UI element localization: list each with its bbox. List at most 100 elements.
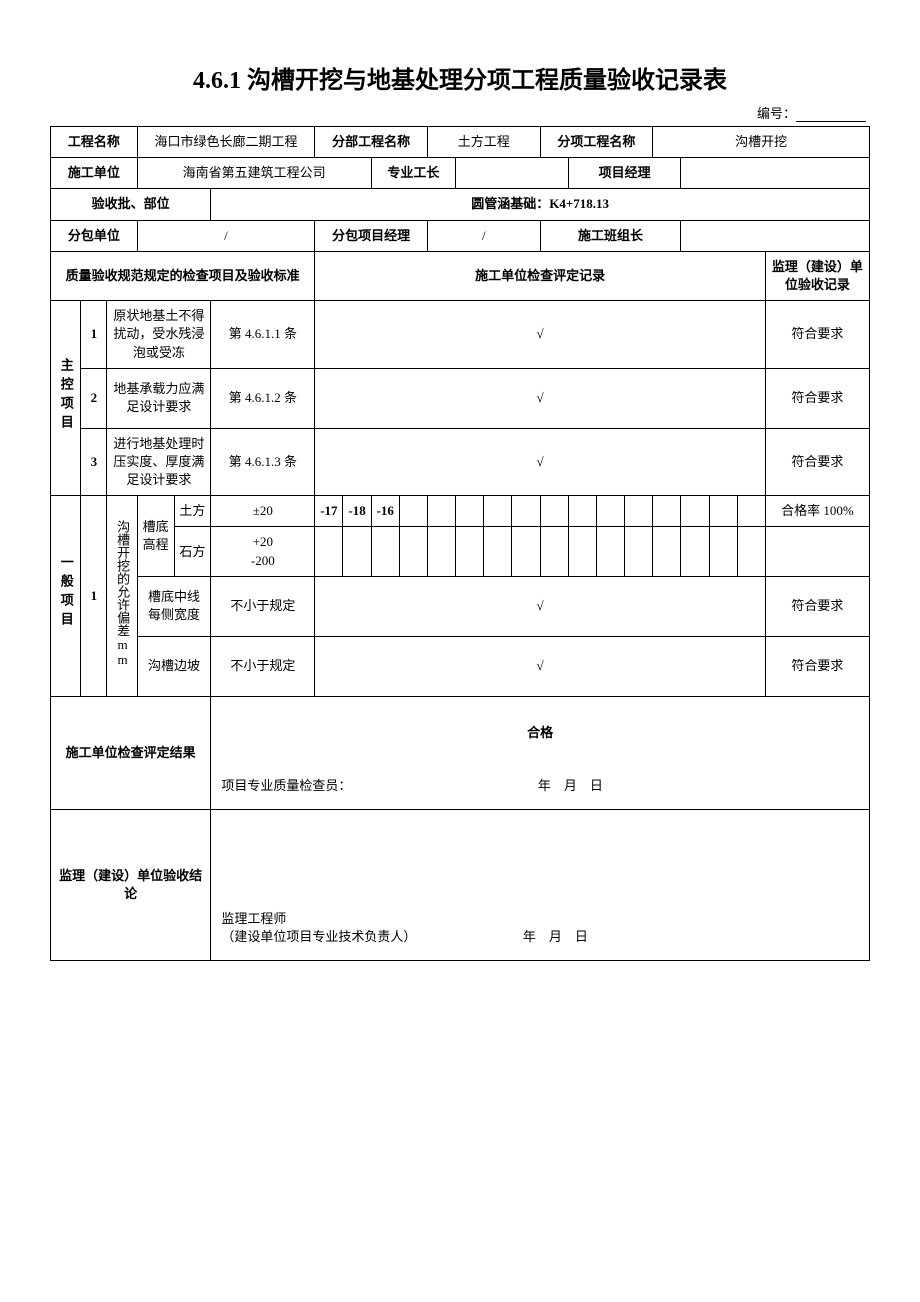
general-row: 槽底中线每侧宽度 不小于规定 √ 符合要求 — [51, 576, 870, 636]
val-cell — [568, 496, 596, 527]
val-cell — [540, 496, 568, 527]
val-cell — [568, 527, 596, 576]
constr-sign-label: 项目专业质量检查员： — [221, 778, 351, 793]
val-cell — [737, 496, 765, 527]
sub-pm: / — [427, 220, 540, 251]
val-cell — [625, 496, 653, 527]
val-cell — [709, 496, 737, 527]
val-cell — [427, 527, 455, 576]
serial-number: 编号： — [50, 103, 870, 122]
sub-unit-label: 分包单位 — [51, 220, 138, 251]
sub-unit: / — [137, 220, 315, 251]
general-row: 一般项目 1 沟槽开挖的允许偏差mm 槽底高程 土方 ±20 -17 -18 -… — [51, 496, 870, 527]
val-cell — [399, 527, 427, 576]
main-item-result: 符合要求 — [765, 301, 869, 369]
header-row-3: 验收批、部位 圆管涵基础：K4+718.13 — [51, 189, 870, 220]
project-name: 海口市绿色长廊二期工程 — [137, 127, 315, 158]
val-cell — [512, 496, 540, 527]
date-year: 年 — [523, 929, 536, 944]
val-cell — [681, 527, 709, 576]
val-cell — [484, 496, 512, 527]
main-item-no: 3 — [81, 428, 107, 496]
super-result-label: 监理（建设）单位验收结论 — [51, 810, 211, 961]
team-leader — [681, 220, 870, 251]
general-no: 1 — [81, 496, 107, 697]
general-sub1: 槽底中线每侧宽度 — [137, 576, 211, 636]
main-item-mark: √ — [315, 368, 766, 428]
constr-sign-cell: 项目专业质量检查员： 年 月 日 — [211, 769, 870, 810]
sub-pm-label: 分包项目经理 — [315, 220, 428, 251]
val-cell — [371, 527, 399, 576]
val-cell — [343, 527, 371, 576]
acceptance-table: 工程名称 海口市绿色长廊二期工程 分部工程名称 土方工程 分项工程名称 沟槽开挖… — [50, 126, 870, 961]
main-item-clause: 第 4.6.1.3 条 — [211, 428, 315, 496]
general-sub2: 石方 — [174, 527, 211, 576]
constr-result-row: 施工单位检查评定结果 合格 — [51, 696, 870, 769]
serial-label: 编号： — [757, 106, 796, 121]
val-cell — [456, 527, 484, 576]
date-month: 月 — [549, 929, 562, 944]
batch-label: 验收批、部位 — [51, 189, 211, 220]
general-sub1: 沟槽边坡 — [137, 636, 211, 696]
val-cell — [512, 527, 540, 576]
general-mark: √ — [315, 636, 766, 696]
constr-result-label: 施工单位检查评定结果 — [51, 696, 211, 809]
general-tol: ±20 — [211, 496, 315, 527]
general-tol: +20 -200 — [211, 527, 315, 576]
val-cell — [709, 527, 737, 576]
construction-unit-label: 施工单位 — [51, 158, 138, 189]
column-header-row: 质量验收规范规定的检查项目及验收标准 施工单位检查评定记录 监理（建设）单位验收… — [51, 251, 870, 300]
general-section-label: 一般项目 — [51, 496, 81, 697]
val-cell — [653, 496, 681, 527]
main-item-row: 2 地基承载力应满足设计要求 第 4.6.1.2 条 √ 符合要求 — [51, 368, 870, 428]
pm-label: 项目经理 — [568, 158, 681, 189]
val-cell — [625, 527, 653, 576]
general-result: 符合要求 — [765, 636, 869, 696]
main-item-mark: √ — [315, 428, 766, 496]
main-item-desc: 原状地基土不得扰动，受水残浸泡或受冻 — [107, 301, 211, 369]
val-cell — [596, 496, 624, 527]
batch-value: 圆管涵基础：K4+718.13 — [211, 189, 870, 220]
main-item-desc: 进行地基处理时压实度、厚度满足设计要求 — [107, 428, 211, 496]
check-record-col-label: 施工单位检查评定记录 — [315, 251, 766, 300]
main-item-clause: 第 4.6.1.2 条 — [211, 368, 315, 428]
header-row-4: 分包单位 / 分包项目经理 / 施工班组长 — [51, 220, 870, 251]
date-month: 月 — [564, 778, 577, 793]
general-tol: 不小于规定 — [211, 636, 315, 696]
main-item-desc: 地基承载力应满足设计要求 — [107, 368, 211, 428]
val-cell — [315, 527, 343, 576]
pm — [681, 158, 870, 189]
main-item-row: 3 进行地基处理时压实度、厚度满足设计要求 第 4.6.1.3 条 √ 符合要求 — [51, 428, 870, 496]
super-result-upper — [211, 810, 870, 903]
foreman-label: 专业工长 — [371, 158, 455, 189]
general-sub2: 土方 — [174, 496, 211, 527]
super-result-row: 监理（建设）单位验收结论 — [51, 810, 870, 903]
super-sign-label2: （建设单位项目专业技术负责人） — [221, 929, 416, 944]
header-row-1: 工程名称 海口市绿色长廊二期工程 分部工程名称 土方工程 分项工程名称 沟槽开挖 — [51, 127, 870, 158]
division-name: 土方工程 — [427, 127, 540, 158]
general-result: 符合要求 — [765, 576, 869, 636]
val-cell — [484, 527, 512, 576]
val-cell: -18 — [343, 496, 371, 527]
main-item-clause: 第 4.6.1.1 条 — [211, 301, 315, 369]
general-row: 石方 +20 -200 — [51, 527, 870, 576]
main-item-mark: √ — [315, 301, 766, 369]
spec-col-label: 质量验收规范规定的检查项目及验收标准 — [51, 251, 315, 300]
main-section-label: 主控项目 — [51, 301, 81, 496]
supervisor-col-label: 监理（建设）单位验收记录 — [765, 251, 869, 300]
division-label: 分部工程名称 — [315, 127, 428, 158]
val-cell — [399, 496, 427, 527]
construction-unit: 海南省第五建筑工程公司 — [137, 158, 371, 189]
val-cell — [737, 527, 765, 576]
subitem-label: 分项工程名称 — [540, 127, 653, 158]
main-item-result: 符合要求 — [765, 428, 869, 496]
general-group-label: 沟槽开挖的允许偏差mm — [107, 496, 137, 697]
general-result — [765, 527, 869, 576]
general-tol: 不小于规定 — [211, 576, 315, 636]
val-cell — [596, 527, 624, 576]
main-item-row: 主控项目 1 原状地基土不得扰动，受水残浸泡或受冻 第 4.6.1.1 条 √ … — [51, 301, 870, 369]
general-result: 合格率 100% — [765, 496, 869, 527]
project-name-label: 工程名称 — [51, 127, 138, 158]
general-sub1: 槽底高程 — [137, 496, 174, 577]
main-item-no: 2 — [81, 368, 107, 428]
